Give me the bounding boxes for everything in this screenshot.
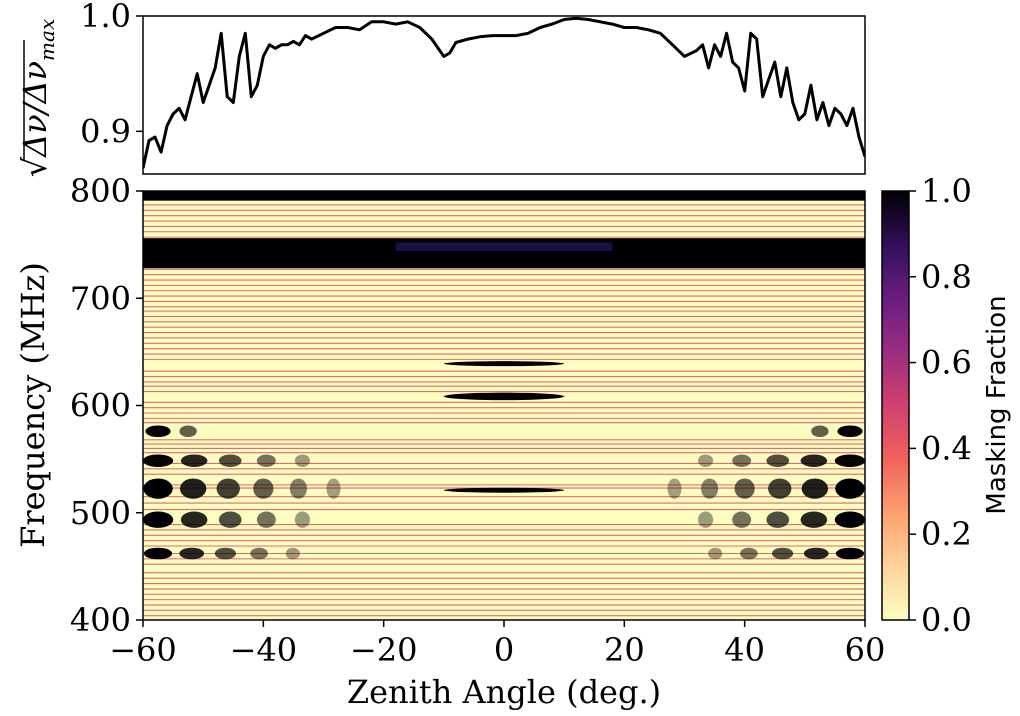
x-tick-label: −20 [350,631,418,669]
colorbar-tick-label: 0.2 [921,515,972,553]
heatmap-cells [143,191,865,620]
heatmap-x-ticks: −60 −40 −20 0 20 40 60 [109,620,885,669]
x-tick-label: 20 [604,631,645,669]
heatmap-edge-blob [179,547,205,560]
x-tick-label: −40 [230,631,298,669]
heatmap-edge-blob [766,511,790,528]
heatmap-edge-blob [697,511,714,528]
top-y-label-root: √ [16,156,54,177]
heatmap-edge-blob [811,425,829,438]
heatmap-edge-blob [294,511,311,528]
x-tick-label: 0 [494,631,514,669]
heatmap-masked-band [143,191,865,201]
heatmap-edge-blob [250,547,268,560]
heatmap-edge-blob [800,511,828,528]
heatmap-edge-blob [143,478,173,499]
heatmap-edge-blob [214,547,237,560]
heatmap-edge-blob [216,478,240,499]
colorbar-tick-label: 0.4 [921,429,972,467]
x-axis-label: Zenith Angle (deg.) [347,673,661,711]
top-panel: 0.9 1.0 √Δν/Δνmax [16,0,866,177]
heatmap-edge-blob [768,478,792,499]
heatmap-panel: −60 −40 −20 0 20 40 60 400 500 600 700 800 Zenith … [14,172,885,711]
top-y-axis-label: √Δν/Δνmax [16,19,59,177]
heatmap-edge-blob [766,454,790,468]
top-panel-frame [142,15,866,175]
heatmap-edge-blob [700,478,719,499]
heatmap-edge-blob [143,454,174,468]
top-y-ticks: 0.9 1.0 [80,0,143,150]
heatmap-edge-blob [179,478,207,499]
heatmap-edge-blob [834,454,865,468]
heatmap-edge-blob [145,425,171,438]
heatmap-edge-blob [289,478,308,499]
top-y-label-main: Δν/Δν [16,61,54,159]
heatmap-edge-blob [803,547,829,560]
heatmap-edge-blob [732,454,752,468]
heatmap-edge-blob [285,547,300,560]
y-tick-label: 600 [70,387,131,425]
top-y-tick-label: 0.9 [80,112,131,150]
heatmap-edge-blob [294,454,311,468]
heatmap-edge-blob [180,511,208,528]
heatmap-center-blob [443,361,565,367]
heatmap-edge-blob [801,478,829,499]
heatmap-edge-blob [740,547,758,560]
y-tick-label: 500 [70,494,131,532]
series-line-0 [143,16,865,169]
heatmap-edge-blob [143,511,174,528]
heatmap-edge-blob [143,547,173,560]
heatmap-edge-blob [253,478,274,499]
heatmap-center-blob [443,487,565,493]
heatmap-center-blob [443,392,565,401]
colorbar-tick-label: 0.8 [921,258,972,296]
heatmap-edge-blob [708,547,723,560]
top-y-tick-label: 1.0 [80,0,131,35]
top-y-label-sub: max [35,19,59,61]
colorbar-tick-label: 0.6 [921,344,972,382]
y-tick-label: 400 [70,601,131,639]
heatmap-edge-blob [734,478,755,499]
heatmap-y-ticks: 400 500 600 700 800 [70,172,143,639]
heatmap-edge-blob [771,547,794,560]
heatmap-edge-blob [835,478,865,499]
heatmap-partial-band [395,242,613,252]
heatmap-edge-blob [218,454,242,468]
colorbar-ticks: 0.0 0.2 0.4 0.6 0.8 1.0 [909,172,972,639]
colorbar-tick-label: 1.0 [921,172,972,210]
heatmap-edge-blob [326,478,341,499]
heatmap-edge-blob [732,511,752,528]
heatmap-edge-blob [837,425,863,438]
x-tick-label: −60 [109,631,177,669]
x-tick-label: 60 [845,631,886,669]
heatmap-edge-blob [218,511,242,528]
heatmap-edge-blob [697,454,714,468]
colorbar-tick-label: 0.0 [921,601,972,639]
y-tick-label: 700 [70,279,131,317]
heatmap-edge-blob [180,454,208,468]
x-tick-label: 40 [724,631,765,669]
colorbar-gradient [881,190,910,621]
heatmap-edge-blob [667,478,682,499]
y-axis-label: Frequency (MHz) [14,262,52,548]
heatmap-edge-blob [256,454,276,468]
heatmap-edge-blob [800,454,828,468]
heatmap-edge-blob [256,511,276,528]
colorbar-label: Masking Fraction [982,295,1012,514]
y-tick-label: 800 [70,172,131,210]
heatmap-edge-blob [835,547,865,560]
heatmap-edge-blob [834,511,865,528]
colorbar: 0.0 0.2 0.4 0.6 0.8 1.0 Masking Fraction [881,172,1012,639]
heatmap-edge-blob [179,425,197,438]
